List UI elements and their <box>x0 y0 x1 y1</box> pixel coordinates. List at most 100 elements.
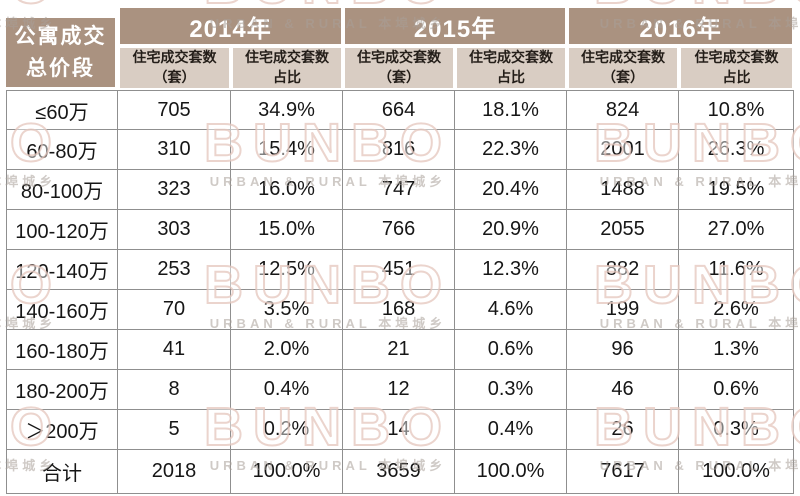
table-row: ＞200万 5 0.2% 14 0.4% 26 0.3% <box>6 410 795 450</box>
table-cell: 2018 <box>118 450 231 494</box>
table-cell: 0.6% <box>455 330 568 370</box>
table-cell: 16.0% <box>231 170 344 210</box>
table-cell: 451 <box>343 250 456 290</box>
year-header-2015: 2015年 <box>343 8 568 46</box>
transaction-table: 公寓成交 总价段 2014年 2015年 2016年 住宅成交套数 （套） 住宅… <box>6 8 795 494</box>
table-cell: 323 <box>118 170 231 210</box>
table-cell: 12.3% <box>455 250 568 290</box>
table-cell: 11.6% <box>679 250 795 290</box>
table-row: 100-120万 303 15.0% 766 20.9% 2055 27.0% <box>6 210 795 250</box>
table-cell: 19.5% <box>679 170 795 210</box>
row-label: 160-180万 <box>6 330 118 370</box>
table-row: 140-160万 70 3.5% 168 4.6% 199 2.6% <box>6 290 795 330</box>
table-row: 60-80万 310 15.4% 816 22.3% 2001 26.3% <box>6 130 795 170</box>
corner-header-line2: 总价段 <box>26 56 95 80</box>
table-cell: 70 <box>118 290 231 330</box>
table-cell: 4.6% <box>455 290 568 330</box>
table-cell: 34.9% <box>231 90 344 130</box>
table-cell: 22.3% <box>455 130 568 170</box>
table-row: 120-140万 253 12.5% 451 12.3% 882 11.6% <box>6 250 795 290</box>
table-cell: 41 <box>118 330 231 370</box>
subheader-line: 占比 <box>273 69 301 85</box>
row-label: 60-80万 <box>6 130 118 170</box>
subheader-2015-count: 住宅成交套数 （套） <box>343 46 456 90</box>
subheader-line: （套） <box>153 69 196 85</box>
table-cell: 303 <box>118 210 231 250</box>
corner-header: 公寓成交 总价段 <box>6 8 118 90</box>
table-cell: 766 <box>343 210 456 250</box>
subheader-line: 占比 <box>722 69 751 85</box>
table-cell: 2055 <box>567 210 680 250</box>
table-cell: 3659 <box>343 450 456 494</box>
subheader-line: 住宅成交套数 <box>581 49 666 66</box>
table-cell: 2.0% <box>231 330 344 370</box>
table-row: 160-180万 41 2.0% 21 0.6% 96 1.3% <box>6 330 795 370</box>
table-cell: 18.1% <box>455 90 568 130</box>
table-cell: 15.0% <box>231 210 344 250</box>
row-label: 180-200万 <box>6 370 118 410</box>
subheader-line: 住宅成交套数 <box>357 49 442 66</box>
table-cell: 0.2% <box>231 410 344 450</box>
table-body: ≤60万 705 34.9% 664 18.1% 824 10.8% 60-80万 310 15.… <box>6 90 795 494</box>
table-cell: 46 <box>567 370 680 410</box>
table-cell: 26 <box>567 410 680 450</box>
table-cell: 664 <box>343 90 456 130</box>
row-label: 100-120万 <box>6 210 118 250</box>
table-cell: 1488 <box>567 170 680 210</box>
table-cell: 20.4% <box>455 170 568 210</box>
table-cell: 15.4% <box>231 130 344 170</box>
year-header-2016: 2016年 <box>567 8 795 46</box>
table-cell: 10.8% <box>679 90 795 130</box>
subheader-2016-count: 住宅成交套数 （套） <box>567 46 680 90</box>
table-cell: 0.3% <box>455 370 568 410</box>
table-cell: 824 <box>567 90 680 130</box>
table-cell: 1.3% <box>679 330 795 370</box>
table-cell: 20.9% <box>455 210 568 250</box>
subheader-line: （套） <box>378 69 421 85</box>
row-label: 120-140万 <box>6 250 118 290</box>
table-cell: 7617 <box>567 450 680 494</box>
table-cell: 0.3% <box>679 410 795 450</box>
subheader-2014-share: 住宅成交套数 占比 <box>231 46 344 90</box>
table-cell: 705 <box>118 90 231 130</box>
row-label: 80-100万 <box>6 170 118 210</box>
subheader-line: 住宅成交套数 <box>694 49 779 66</box>
subheader-2016-share: 住宅成交套数 占比 <box>679 46 795 90</box>
table-cell: 96 <box>567 330 680 370</box>
table-cell: 0.6% <box>679 370 795 410</box>
corner-header-line1: 公寓成交 <box>14 25 107 48</box>
table-cell: 3.5% <box>231 290 344 330</box>
year-header-row: 公寓成交 总价段 2014年 2015年 2016年 <box>6 8 795 90</box>
table-cell: 12.5% <box>231 250 344 290</box>
table-cell: 2.6% <box>679 290 795 330</box>
table-cell: 168 <box>343 290 456 330</box>
table-cell: 100.0% <box>455 450 568 494</box>
table-cell: 310 <box>118 130 231 170</box>
table-cell: 2001 <box>567 130 680 170</box>
table-cell: 882 <box>567 250 680 290</box>
table-cell: 0.4% <box>231 370 344 410</box>
table-cell: 26.3% <box>679 130 795 170</box>
table-cell: 747 <box>343 170 456 210</box>
subheader-line: 住宅成交套数 <box>132 49 217 66</box>
table-cell: 100.0% <box>679 450 795 494</box>
subheader-2014-count: 住宅成交套数 （套） <box>118 46 231 90</box>
table-cell: 27.0% <box>679 210 795 250</box>
year-header-2014: 2014年 <box>118 8 344 46</box>
table-cell: 14 <box>343 410 456 450</box>
row-label: 140-160万 <box>6 290 118 330</box>
sub-header-row: 住宅成交套数 （套） 住宅成交套数 占比 住宅成交套数 （套） 住宅成交套数 占… <box>6 46 795 90</box>
table-cell: 21 <box>343 330 456 370</box>
table-row: 180-200万 8 0.4% 12 0.3% 46 0.6% <box>6 370 795 410</box>
table-cell: 8 <box>118 370 231 410</box>
total-row: 合计 2018 100.0% 3659 100.0% 7617 100.0% <box>6 450 795 494</box>
row-label: ＞200万 <box>6 410 118 450</box>
table-cell: 199 <box>567 290 680 330</box>
table-cell: 253 <box>118 250 231 290</box>
table-cell: 0.4% <box>455 410 568 450</box>
table-row: ≤60万 705 34.9% 664 18.1% 824 10.8% <box>6 90 795 130</box>
subheader-line: 住宅成交套数 <box>469 49 554 66</box>
subheader-line: 占比 <box>497 69 526 85</box>
table-cell: 100.0% <box>231 450 344 494</box>
